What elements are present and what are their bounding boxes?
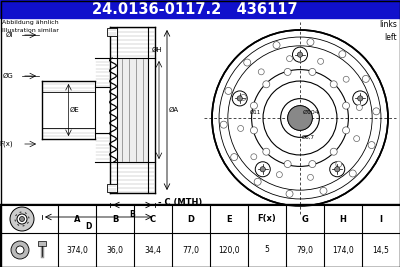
Circle shape <box>330 162 345 177</box>
Text: Ø104: Ø104 <box>303 110 320 115</box>
Circle shape <box>232 91 247 106</box>
Bar <box>117 58 148 162</box>
Text: A: A <box>74 214 80 223</box>
Text: E: E <box>226 214 232 223</box>
Bar <box>107 184 117 192</box>
Text: ØG: ØG <box>2 73 13 79</box>
Text: ØH: ØH <box>152 47 162 53</box>
Circle shape <box>286 190 293 197</box>
Text: ate: ate <box>246 124 314 162</box>
Text: 79,0: 79,0 <box>296 245 314 254</box>
Circle shape <box>343 76 349 82</box>
Text: ØA: ØA <box>169 107 179 113</box>
Circle shape <box>250 102 258 109</box>
Text: 14,5: 14,5 <box>372 245 390 254</box>
Text: F(x): F(x) <box>0 141 13 147</box>
Circle shape <box>356 105 362 111</box>
Text: B: B <box>130 210 135 219</box>
Circle shape <box>225 87 232 95</box>
Circle shape <box>309 68 316 76</box>
Circle shape <box>362 75 369 83</box>
Text: 24.0136-0117.2   436117: 24.0136-0117.2 436117 <box>92 2 298 17</box>
Circle shape <box>349 170 356 177</box>
Circle shape <box>16 246 24 254</box>
FancyBboxPatch shape <box>38 241 46 246</box>
Circle shape <box>212 30 388 206</box>
Circle shape <box>358 96 363 101</box>
Circle shape <box>354 136 360 142</box>
Text: 34,4: 34,4 <box>144 245 162 254</box>
Text: I: I <box>380 214 382 223</box>
Text: 120,0: 120,0 <box>218 245 240 254</box>
Circle shape <box>330 81 337 88</box>
Circle shape <box>284 160 291 168</box>
Text: D: D <box>85 222 92 231</box>
Circle shape <box>254 178 261 185</box>
Circle shape <box>231 154 238 161</box>
Text: 36,0: 36,0 <box>106 245 124 254</box>
Circle shape <box>10 207 34 231</box>
Text: F(x): F(x) <box>258 214 276 223</box>
Circle shape <box>288 106 312 130</box>
Text: G: G <box>302 214 308 223</box>
Circle shape <box>373 108 380 115</box>
Circle shape <box>330 148 337 155</box>
Text: D: D <box>188 214 194 223</box>
Circle shape <box>260 167 265 172</box>
Circle shape <box>240 95 246 100</box>
Circle shape <box>250 127 258 134</box>
Text: Ø11: Ø11 <box>250 110 261 115</box>
Text: Ø6,7: Ø6,7 <box>302 134 315 139</box>
Circle shape <box>263 81 270 88</box>
Circle shape <box>273 42 280 49</box>
Text: C: C <box>150 214 156 223</box>
Circle shape <box>335 167 340 172</box>
Circle shape <box>238 125 244 131</box>
Bar <box>107 28 117 36</box>
Text: 174,0: 174,0 <box>332 245 354 254</box>
Circle shape <box>244 59 251 66</box>
Text: Illustration similar: Illustration similar <box>2 28 59 33</box>
Circle shape <box>237 96 242 101</box>
Circle shape <box>292 47 308 62</box>
Text: ØE: ØE <box>70 107 79 113</box>
Text: links
left: links left <box>379 20 397 41</box>
Circle shape <box>286 56 292 62</box>
Text: ØI: ØI <box>6 32 13 38</box>
Circle shape <box>336 161 342 167</box>
Text: - C (MTH): - C (MTH) <box>158 198 202 207</box>
Circle shape <box>307 39 314 46</box>
Circle shape <box>263 148 270 155</box>
Circle shape <box>309 160 316 168</box>
Circle shape <box>368 142 375 148</box>
Circle shape <box>220 121 227 128</box>
Circle shape <box>297 52 303 57</box>
Circle shape <box>318 58 324 64</box>
Bar <box>0 0 400 18</box>
Circle shape <box>284 68 291 76</box>
Circle shape <box>20 217 24 222</box>
Text: 374,0: 374,0 <box>66 245 88 254</box>
Circle shape <box>320 187 327 194</box>
Circle shape <box>251 154 257 160</box>
Circle shape <box>11 241 29 259</box>
Text: H: H <box>340 214 346 223</box>
Circle shape <box>258 69 264 75</box>
Circle shape <box>308 174 314 180</box>
Text: 5: 5 <box>264 245 270 254</box>
Circle shape <box>342 127 350 134</box>
Text: B: B <box>112 214 118 223</box>
Bar <box>0 205 400 267</box>
Circle shape <box>342 102 350 109</box>
Circle shape <box>17 214 27 224</box>
Circle shape <box>353 91 368 106</box>
Circle shape <box>255 162 270 177</box>
Text: Abbildung ähnlich: Abbildung ähnlich <box>2 20 59 25</box>
Circle shape <box>339 51 346 58</box>
Text: 77,0: 77,0 <box>182 245 200 254</box>
Circle shape <box>276 172 282 178</box>
